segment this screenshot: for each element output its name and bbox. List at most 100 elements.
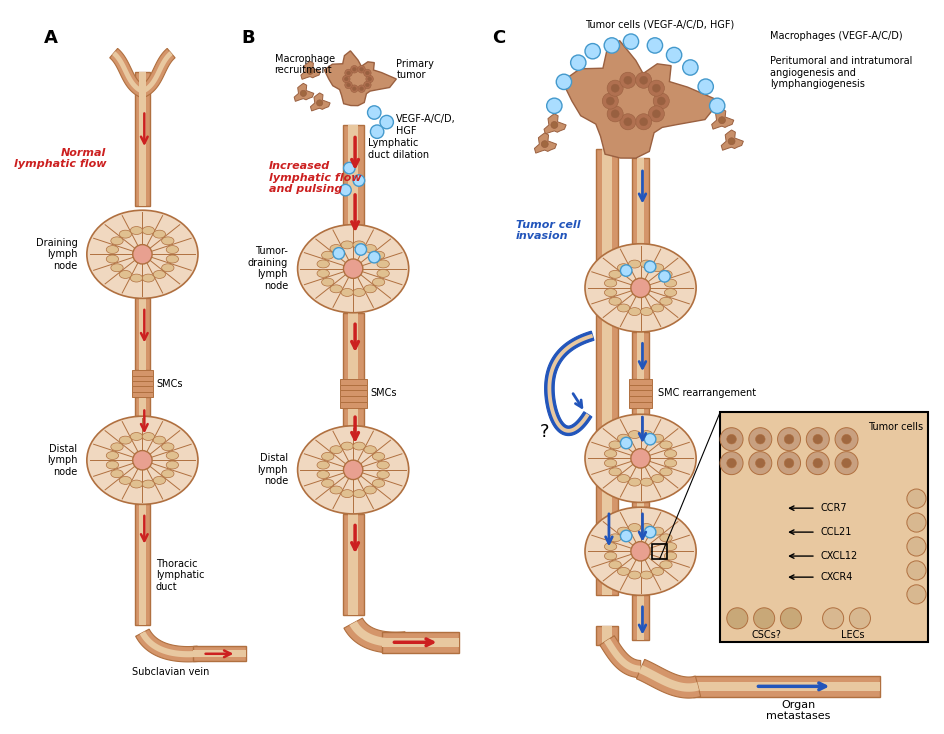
Circle shape [606,97,615,105]
Circle shape [620,530,632,542]
Polygon shape [632,595,649,640]
Circle shape [352,68,356,71]
Circle shape [749,428,772,451]
Text: Tumor cells: Tumor cells [868,422,923,432]
Circle shape [620,265,632,276]
Ellipse shape [143,227,155,234]
Ellipse shape [372,479,385,487]
Circle shape [350,85,358,92]
Polygon shape [721,130,743,150]
Text: Draining
lymph
node: Draining lymph node [36,238,77,271]
Ellipse shape [377,260,389,268]
Ellipse shape [640,571,652,579]
Polygon shape [629,379,652,385]
Ellipse shape [353,241,365,249]
Polygon shape [348,125,358,225]
Ellipse shape [617,567,630,575]
Ellipse shape [609,270,621,278]
Ellipse shape [153,230,165,238]
Ellipse shape [119,476,131,484]
Circle shape [907,561,926,580]
Ellipse shape [317,470,329,479]
Ellipse shape [617,527,630,535]
Circle shape [727,435,736,444]
Text: Subclavian vein: Subclavian vein [132,667,210,677]
Ellipse shape [640,523,652,531]
Text: CXCR4: CXCR4 [820,572,853,582]
Ellipse shape [609,534,621,542]
Ellipse shape [660,534,672,542]
Ellipse shape [143,274,155,282]
Ellipse shape [651,264,664,272]
Ellipse shape [604,288,616,297]
Circle shape [602,93,618,109]
Polygon shape [604,639,641,672]
Ellipse shape [161,443,174,451]
Circle shape [604,37,619,53]
Ellipse shape [130,480,143,488]
Ellipse shape [609,441,621,449]
Ellipse shape [166,255,178,263]
Circle shape [778,428,801,451]
Polygon shape [632,502,649,507]
Ellipse shape [609,561,621,569]
Polygon shape [194,650,245,657]
Polygon shape [139,72,146,92]
Circle shape [631,542,650,561]
Ellipse shape [353,490,365,498]
Ellipse shape [660,270,672,278]
Ellipse shape [341,442,353,450]
Ellipse shape [629,308,641,316]
Text: Tumor cell
invasion: Tumor cell invasion [516,219,581,241]
Ellipse shape [341,288,353,297]
Ellipse shape [604,552,616,560]
Circle shape [835,451,858,475]
Text: Lymphatic
duct dilation: Lymphatic duct dilation [368,138,430,160]
Ellipse shape [609,468,621,476]
Circle shape [133,451,152,470]
Polygon shape [636,159,645,244]
Polygon shape [343,407,363,426]
Circle shape [358,85,365,92]
Circle shape [365,83,369,87]
Ellipse shape [651,475,664,482]
Ellipse shape [317,269,329,277]
Ellipse shape [665,542,677,550]
Circle shape [607,106,623,122]
Circle shape [368,252,380,263]
Ellipse shape [665,552,677,560]
Circle shape [344,460,362,479]
Ellipse shape [364,486,377,494]
Polygon shape [343,313,363,379]
Circle shape [813,458,822,468]
Circle shape [345,81,352,89]
Circle shape [363,69,371,77]
Ellipse shape [143,432,155,440]
Ellipse shape [317,461,329,469]
Ellipse shape [604,542,616,550]
Circle shape [778,451,801,475]
Ellipse shape [665,279,677,287]
Circle shape [360,68,363,71]
Ellipse shape [130,274,143,282]
Circle shape [352,87,356,90]
Ellipse shape [372,452,385,460]
Text: SMCs: SMCs [157,379,183,388]
Ellipse shape [629,571,641,579]
Polygon shape [110,48,145,97]
Polygon shape [140,631,198,657]
Circle shape [570,55,586,70]
Circle shape [556,74,571,90]
Ellipse shape [322,479,334,487]
Ellipse shape [377,461,389,469]
Circle shape [784,458,794,468]
Polygon shape [343,125,363,225]
Circle shape [620,114,636,130]
Polygon shape [599,636,641,677]
Polygon shape [545,331,594,435]
Circle shape [340,184,351,196]
Polygon shape [629,401,652,407]
Circle shape [710,98,725,114]
Circle shape [907,537,926,556]
Polygon shape [135,397,150,416]
